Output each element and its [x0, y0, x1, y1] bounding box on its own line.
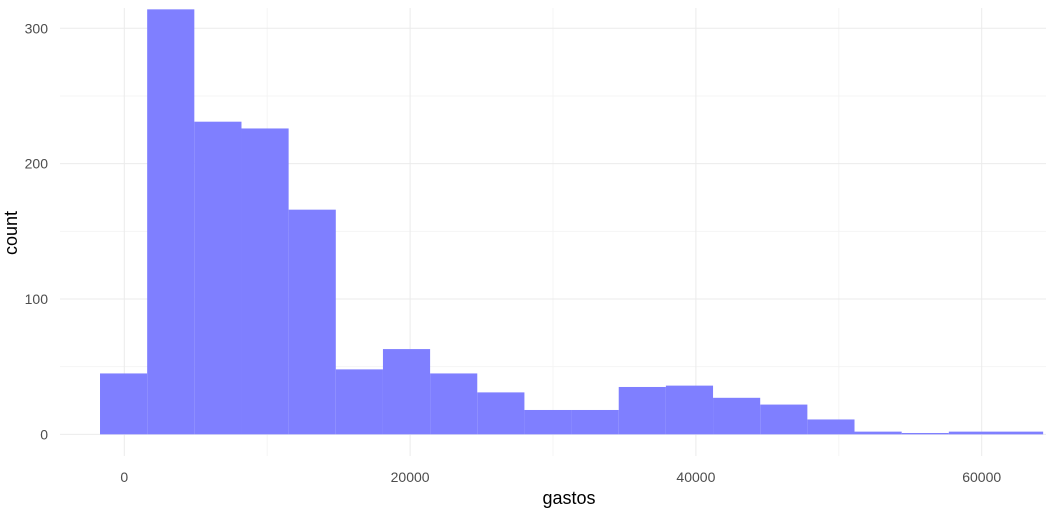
histogram-bar: [618, 386, 666, 435]
histogram-bar: [477, 392, 525, 435]
histogram-bar: [854, 431, 902, 435]
x-axis-ticks: 0 20000 40000 60000: [120, 469, 1001, 485]
histogram-bar: [901, 432, 949, 435]
histogram-bar: [995, 431, 1044, 435]
histogram-bar: [147, 9, 195, 435]
histogram-bar: [571, 409, 619, 435]
histogram-bar: [807, 419, 855, 435]
y-tick-label: 100: [25, 291, 49, 307]
histogram-bar: [335, 369, 383, 435]
y-axis-ticks: 0 100 200 300: [25, 20, 49, 442]
x-tick-label: 60000: [962, 469, 1001, 485]
histogram-bar: [665, 385, 714, 435]
histogram-bar: [100, 373, 148, 435]
x-tick-label: 40000: [676, 469, 715, 485]
y-tick-label: 300: [25, 20, 49, 36]
histogram-bar: [382, 349, 431, 435]
y-tick-label: 200: [25, 156, 49, 172]
histogram-bar: [430, 373, 478, 435]
histogram-bar: [713, 397, 761, 435]
histogram-bar: [948, 431, 996, 435]
histogram-bar: [524, 409, 572, 435]
x-tick-label: 20000: [391, 469, 430, 485]
histogram-bar: [288, 209, 336, 435]
y-axis-title: count: [1, 211, 21, 255]
x-axis-title: gastos: [542, 488, 595, 508]
x-tick-label: 0: [120, 469, 128, 485]
bars: [100, 9, 1044, 435]
y-tick-label: 0: [40, 426, 48, 442]
histogram-bar: [241, 128, 289, 435]
histogram-bar: [194, 121, 242, 435]
histogram-bar: [760, 404, 808, 435]
